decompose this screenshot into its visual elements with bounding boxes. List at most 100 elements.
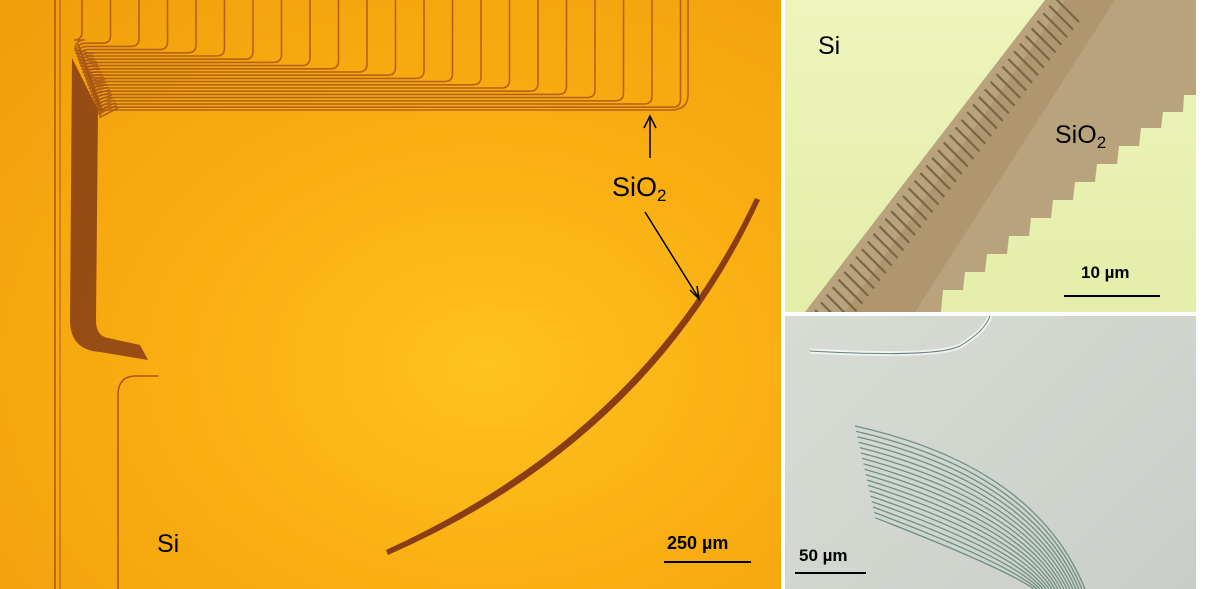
grating-tooth — [948, 134, 975, 160]
grating-tooth — [849, 263, 875, 290]
waveguide-line — [78, 0, 197, 66]
fan-line — [870, 495, 1047, 589]
grating-tooth — [1042, 12, 1069, 38]
grating-tooth — [866, 240, 893, 267]
grating-tooth — [966, 111, 992, 137]
grating-tooth — [925, 164, 951, 191]
grating-tooth — [884, 217, 911, 244]
waveguide-fan-panel: 50 µm — [785, 316, 1196, 589]
fan-line — [866, 479, 1056, 589]
grating-tooth — [960, 118, 987, 145]
grating-micrograph-panel: Si SiO2 10 µm — [785, 0, 1196, 312]
waveguide-line — [100, 0, 689, 111]
grating-drawing — [805, 0, 1196, 312]
fan-line — [869, 490, 1050, 589]
scale-label-10: 10 µm — [1081, 263, 1130, 282]
scale-label-50: 50 µm — [799, 546, 848, 565]
waveguide-fan — [854, 425, 1086, 589]
grating-tooth — [820, 301, 833, 312]
waveguide-line — [76, 0, 140, 60]
fan-line — [858, 441, 1077, 589]
grating-tooth — [825, 294, 846, 312]
grating-tooth — [983, 88, 1010, 115]
waveguide-line — [75, 0, 112, 58]
grating-tooth — [919, 172, 946, 198]
single-waveguide-edge — [809, 316, 991, 355]
fan-line — [859, 446, 1074, 589]
grating-tooth — [843, 271, 870, 297]
fan-line — [872, 506, 1041, 589]
scale-label-250: 250 µm — [667, 533, 729, 553]
waveguide-line — [93, 0, 539, 103]
waveguide-line — [77, 0, 169, 63]
fan-line — [875, 517, 1035, 589]
grating-tooth — [937, 149, 963, 175]
grating-teeth — [814, 0, 1080, 312]
waveguide-bundle — [73, 0, 689, 119]
waveguide-line — [89, 0, 454, 93]
label-sio2: SiO2 — [612, 172, 667, 205]
grating-tooth — [972, 103, 998, 130]
waveguide-line — [90, 0, 482, 96]
grating-tooth — [954, 126, 981, 153]
lower-guide-line — [117, 375, 158, 589]
grating-tooth — [837, 278, 864, 305]
waveguide-line — [80, 0, 226, 68]
single-waveguide — [809, 316, 993, 357]
grating-tooth — [831, 286, 858, 312]
waveguide-line — [84, 0, 340, 80]
fan-line — [865, 473, 1059, 589]
grating-tooth — [872, 233, 899, 259]
grating-tooth — [1055, 0, 1080, 23]
grating-tooth — [913, 179, 940, 206]
waveguide-line — [82, 0, 283, 74]
grating-tooth — [1013, 50, 1039, 77]
grating-tooth — [1048, 4, 1074, 31]
waveguide-line — [83, 0, 311, 77]
grating-tooth — [1019, 42, 1045, 69]
fan-line — [864, 468, 1062, 589]
grating-tooth — [978, 96, 1004, 122]
fan-line — [863, 463, 1065, 589]
grating-tooth — [1030, 27, 1057, 54]
arrow-down — [644, 211, 701, 302]
grating-tooth — [896, 202, 922, 229]
fan-line — [873, 511, 1038, 589]
main-micrograph-panel: Si SiO2 250 µm — [0, 0, 781, 589]
waveguide-line — [81, 0, 254, 71]
waveguide-line — [73, 0, 94, 55]
grating-tooth — [1036, 20, 1063, 46]
fan-line — [871, 500, 1044, 589]
label-si-grating: Si — [818, 32, 841, 60]
grating-tooth — [855, 255, 881, 282]
fan-line — [862, 457, 1068, 589]
waveguide-fan-drawing — [795, 316, 1086, 589]
waveguide-line — [87, 0, 397, 87]
grating-tooth — [907, 187, 934, 214]
fan-line — [860, 452, 1071, 589]
grating-tooth — [861, 248, 887, 274]
waveguide-line — [86, 0, 368, 83]
curved-trench — [386, 198, 760, 555]
grating-tooth — [1001, 65, 1028, 92]
label-sio2-grating: SiO2 — [1055, 121, 1107, 152]
fan-line — [868, 484, 1053, 589]
waveguide-line — [99, 0, 682, 119]
grating-tooth — [989, 80, 1016, 107]
fan-line — [856, 430, 1083, 589]
grating-tooth — [1024, 35, 1051, 61]
fan-line — [854, 425, 1086, 589]
grating-tooth — [943, 141, 969, 168]
grating-tooth — [890, 210, 916, 236]
grating-tooth — [902, 195, 928, 221]
vertical-trench — [70, 58, 148, 360]
fan-line — [857, 436, 1080, 589]
label-si: Si — [157, 530, 180, 558]
arrow-up — [643, 114, 657, 158]
grating-tooth — [931, 157, 957, 183]
main-micrograph-drawing — [54, 0, 760, 589]
waveguide-line — [92, 0, 511, 100]
grating-tooth — [878, 225, 905, 252]
grating-tooth — [995, 73, 1022, 99]
waveguide-line — [88, 0, 425, 90]
